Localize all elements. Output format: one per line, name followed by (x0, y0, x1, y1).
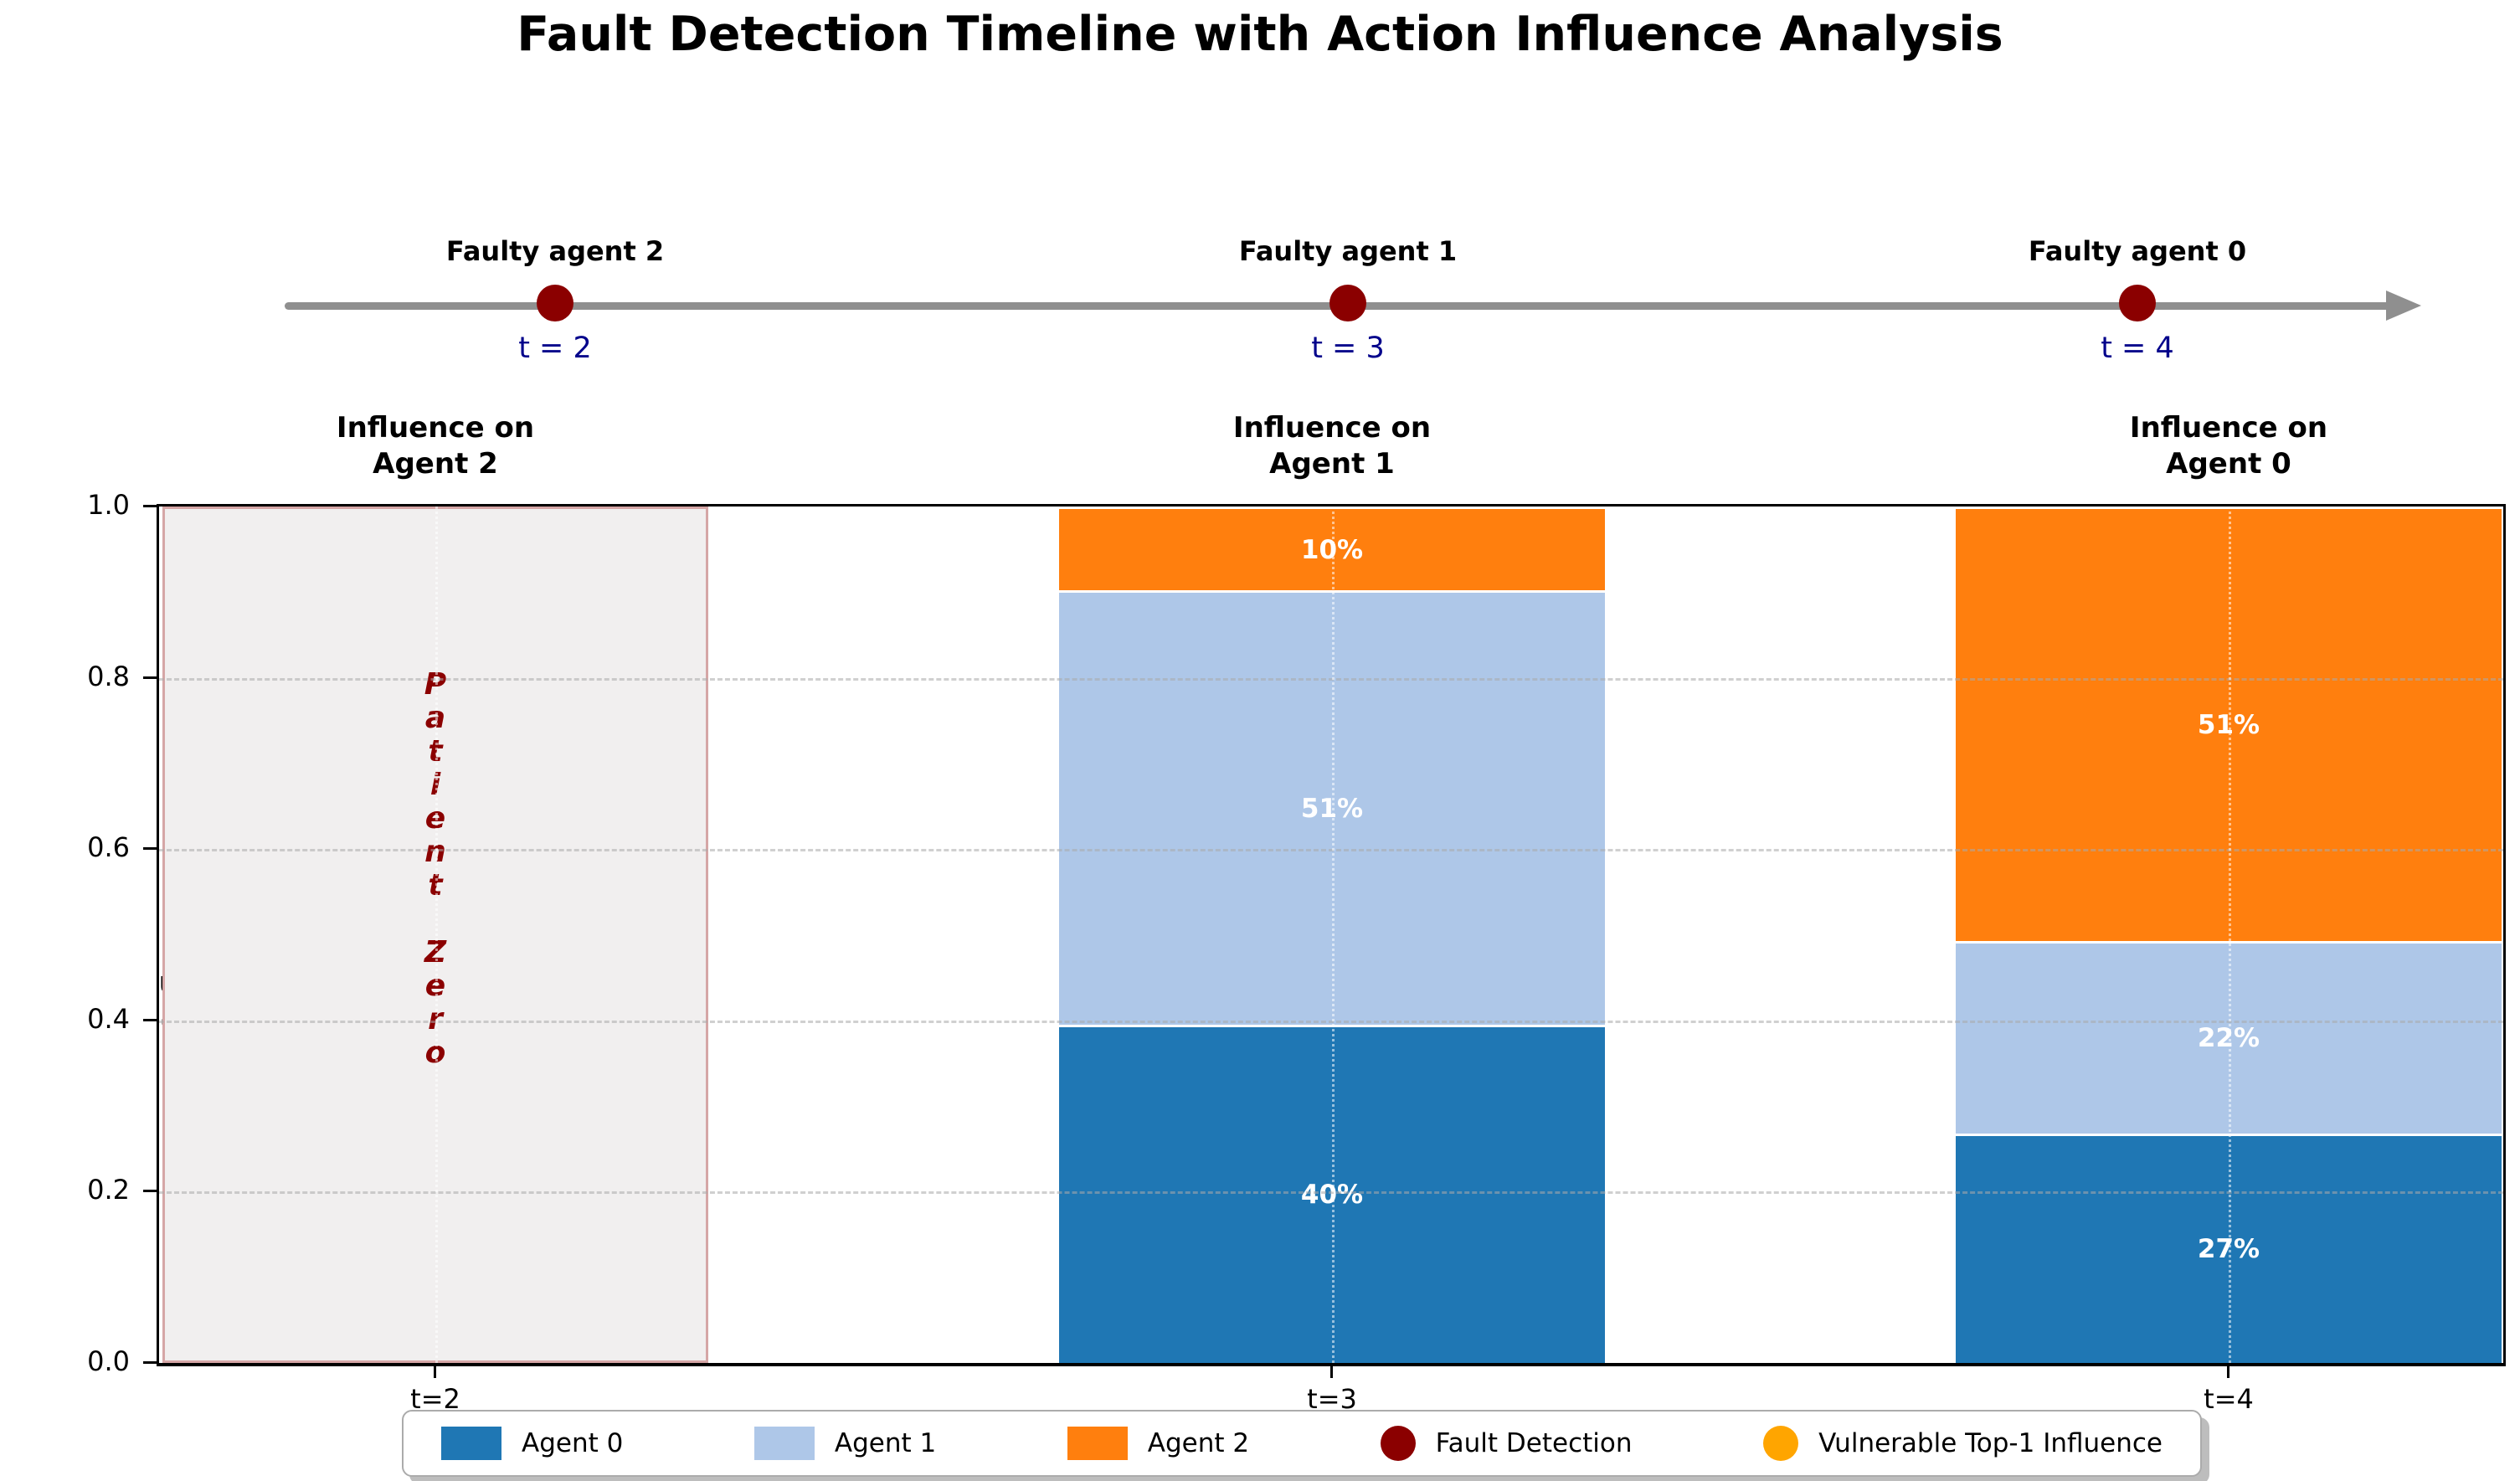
panel-title-line2: Agent 1 (1269, 447, 1395, 481)
tick-mark (434, 1366, 436, 1378)
fault-marker-icon (1329, 285, 1366, 321)
axis-spine-right (2503, 504, 2506, 1366)
legend-item-agent0: Agent 0 (441, 1427, 623, 1460)
timeline-time-label: t = 3 (1311, 332, 1385, 365)
bar-segment-percent-label: 51% (2197, 709, 2260, 740)
timeline-time-label: t = 4 (2101, 332, 2174, 365)
chart-title: Fault Detection Timeline with Action Inf… (517, 7, 2003, 62)
patient-zero-letter: n (424, 835, 446, 869)
tick-mark (143, 1190, 157, 1193)
panel-title-agent0: Influence on Agent 0 (2019, 410, 2438, 482)
tick-mark (143, 676, 157, 679)
timeline-event-t3: Faulty agent 1 t = 3 (1155, 236, 1540, 365)
patient-zero-letter: e (424, 969, 446, 1003)
gridline-x-t4 (2229, 507, 2231, 1363)
tick-label: t=3 (1307, 1383, 1357, 1415)
tick-label: t=4 (2204, 1383, 2254, 1415)
fault-detection-marker-icon (1380, 1426, 1416, 1461)
legend: Agent 0 Agent 1 Agent 2 Fault Detection … (402, 1410, 2202, 1477)
tick-label: 0.4 (87, 1002, 130, 1035)
agent2-swatch-icon (1067, 1427, 1128, 1460)
timeline-event-t4: Faulty agent 0 t = 4 (1945, 236, 2330, 365)
panel-title-line1: Influence on (1232, 411, 1432, 445)
gridline-x-t3 (1332, 507, 1335, 1363)
gridline-y-0.2 (159, 1191, 2503, 1195)
timeline-event-label: Faulty agent 0 (2028, 235, 2247, 267)
patient-zero-letter: e (424, 801, 446, 836)
fault-marker-icon (2119, 285, 2156, 321)
gridline-y-0.4 (159, 1020, 2503, 1023)
tick-label: 0.2 (87, 1174, 130, 1206)
gridline-y-0.6 (159, 849, 2503, 852)
legend-item-agent1: Agent 1 (753, 1427, 937, 1460)
tick-mark (143, 1018, 157, 1021)
bar-segment-percent-label: 22% (2197, 1023, 2260, 1054)
tick-label: t=2 (410, 1383, 460, 1415)
axis-spine-top (159, 504, 2503, 507)
agent1-swatch-icon (753, 1427, 815, 1460)
legend-label: Fault Detection (1435, 1428, 1633, 1458)
timeline-time-label: t = 2 (518, 332, 592, 365)
tick-label: 0.8 (87, 660, 130, 692)
bar-segment-percent-label: 51% (1300, 794, 1364, 825)
tick-mark (143, 505, 157, 507)
panel-title-line1: Influence on (2129, 411, 2328, 445)
tick-label: 0.6 (87, 831, 130, 864)
tick-label: 0.0 (87, 1345, 130, 1377)
bar-segment-percent-label: 27% (2197, 1234, 2260, 1265)
legend-label: Vulnerable Top-1 Influence (1818, 1428, 2163, 1458)
legend-label: Agent 1 (834, 1428, 937, 1458)
bar-segment-percent-label: 10% (1300, 534, 1364, 565)
axis-spine-left (157, 504, 159, 1366)
panel-title-agent2: Influence on Agent 2 (226, 410, 645, 482)
vulnerable-top1-marker-icon (1763, 1426, 1799, 1461)
legend-item-fault-detection: Fault Detection (1380, 1426, 1633, 1461)
panel-title-agent1: Influence on Agent 1 (1123, 410, 1541, 482)
timeline-event-label: Faulty agent 2 (445, 235, 665, 267)
legend-item-agent2: Agent 2 (1067, 1427, 1249, 1460)
tick-mark (143, 847, 157, 851)
bar-segment-percent-label: 40% (1300, 1180, 1364, 1211)
tick-mark (1330, 1366, 1333, 1378)
timeline-arrowhead-icon (2386, 291, 2421, 321)
legend-label: Agent 0 (522, 1428, 624, 1458)
tick-label: 1.0 (87, 489, 130, 521)
patient-zero-letter: o (424, 1036, 446, 1070)
gridline-y-0.8 (159, 677, 2503, 681)
gridline-x-t2 (435, 507, 438, 1363)
timeline-event-t2: Faulty agent 2 t = 2 (363, 236, 748, 365)
axis-spine-bottom (157, 1363, 2503, 1366)
tick-mark (2227, 1366, 2229, 1378)
legend-item-vulnerable-top1: Vulnerable Top-1 Influence (1763, 1426, 2163, 1461)
fault-marker-icon (537, 285, 573, 321)
patient-zero-letter: P (424, 667, 447, 702)
patient-zero-letter: r (428, 1002, 443, 1036)
panel-title-line2: Agent 2 (373, 447, 498, 481)
tick-mark (143, 1361, 157, 1364)
legend-label: Agent 2 (1147, 1428, 1250, 1458)
timeline-event-label: Faulty agent 1 (1238, 235, 1458, 267)
panel-title-line1: Influence on (336, 411, 535, 445)
panel-title-line2: Agent 0 (2166, 447, 2291, 481)
patient-zero-letter: a (424, 701, 446, 735)
patient-zero-letter: Z (424, 935, 447, 969)
agent0-swatch-icon (441, 1427, 501, 1460)
